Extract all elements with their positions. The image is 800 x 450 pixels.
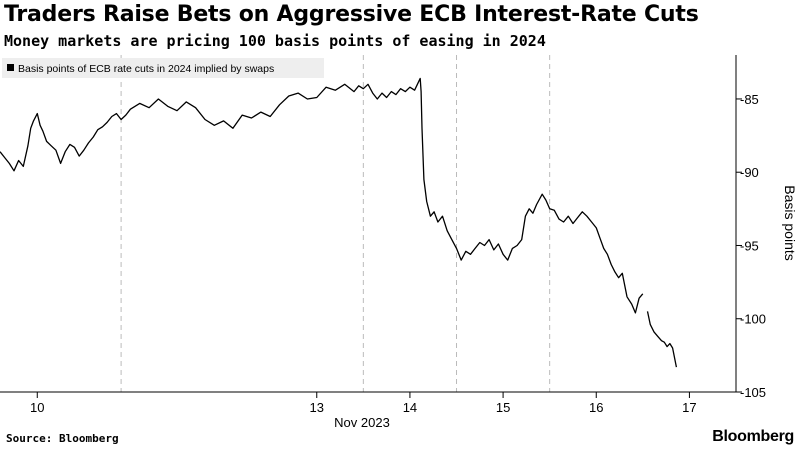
session-break-lines [120, 55, 551, 392]
legend-background [2, 58, 324, 78]
x-tick-label-3: 15 [496, 400, 510, 415]
chart-title: Traders Raise Bets on Aggressive ECB Int… [4, 2, 699, 27]
legend: Basis points of ECB rate cuts in 2024 im… [2, 58, 324, 78]
legend-swatch [7, 64, 14, 71]
x-tick-label-0: 10 [30, 400, 44, 415]
y-tick-label-2: -95 [740, 238, 759, 253]
series-0-segment-1 [646, 311, 678, 368]
y-tick-label-4: -105 [740, 385, 766, 400]
x-tick-label-4: 16 [589, 400, 603, 415]
series-lines [0, 77, 678, 368]
y-tick-label-0: -85 [740, 92, 759, 107]
x-tick-label-2: 14 [403, 400, 417, 415]
bloomberg-logo: Bloomberg [712, 428, 794, 445]
x-axis-label: Nov 2023 [334, 415, 390, 430]
legend-entry: Basis points of ECB rate cuts in 2024 im… [18, 63, 274, 75]
axes: -85 -90 -95 -100 -105 10 13 14 15 16 17 [0, 55, 766, 415]
y-axis-label: Basis points [782, 185, 798, 260]
y-tick-label-3: -100 [740, 312, 766, 327]
source-note: Source: Bloomberg [6, 432, 119, 445]
chart-subtitle: Money markets are pricing 100 basis poin… [4, 32, 546, 50]
series-0-segment-0 [0, 77, 644, 314]
x-tick-label-5: 17 [682, 400, 696, 415]
x-tick-label-1: 13 [310, 400, 324, 415]
y-tick-label-1: -90 [740, 165, 759, 180]
